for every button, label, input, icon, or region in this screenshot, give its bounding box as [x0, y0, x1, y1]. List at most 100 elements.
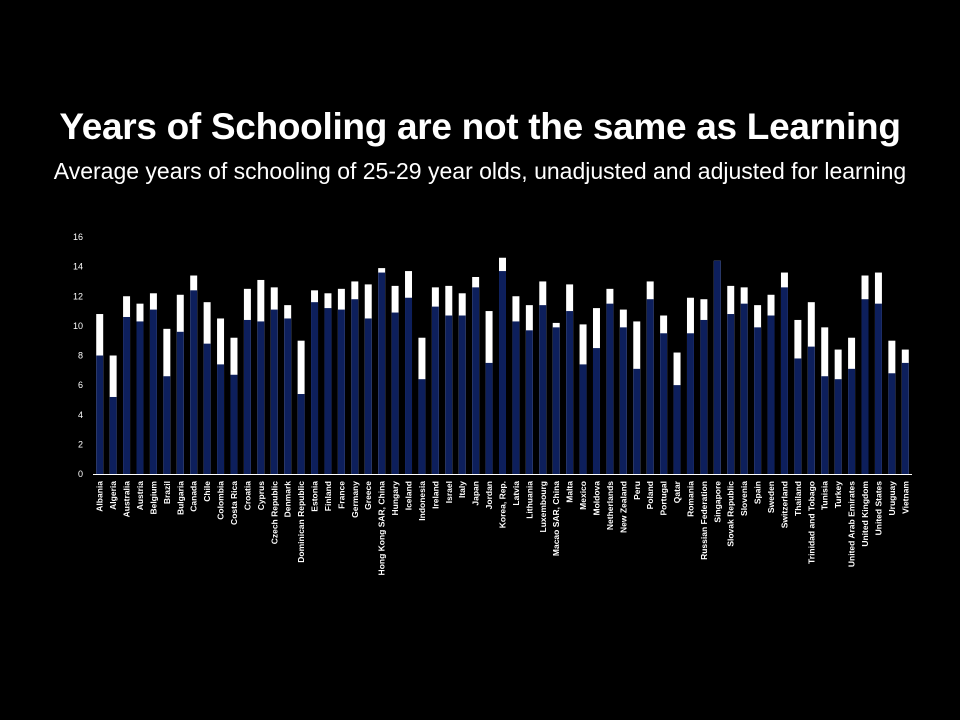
bar-adjusted — [378, 272, 386, 474]
bar-adjusted — [686, 333, 694, 474]
bar-adjusted — [901, 362, 909, 474]
x-tick-label: Poland — [645, 481, 655, 509]
bar-adjusted — [472, 287, 480, 474]
bar-adjusted — [780, 287, 788, 474]
bar-adjusted — [700, 319, 708, 474]
bar-adjusted — [606, 303, 614, 474]
y-tick-label: 10 — [73, 321, 83, 331]
x-tick-label: Vietnam — [900, 481, 910, 514]
x-tick-label: Mexico — [578, 481, 588, 510]
y-tick-label: 14 — [73, 262, 83, 272]
x-tick-label: Indonesia — [417, 481, 427, 521]
bar-adjusted — [364, 318, 372, 474]
x-tick-label: Jordan — [484, 481, 494, 509]
bar-adjusted — [888, 373, 896, 474]
x-tick-label: Thailand — [793, 481, 803, 516]
bar-adjusted — [592, 348, 600, 474]
x-tick-label: Israel — [444, 481, 454, 503]
bar-adjusted — [311, 302, 319, 474]
x-tick-label: United States — [873, 481, 883, 536]
bar-adjusted — [646, 299, 654, 474]
y-tick-label: 16 — [73, 232, 83, 242]
bar-adjusted — [217, 364, 225, 474]
x-tick-label: Denmark — [283, 481, 293, 518]
bar-adjusted — [391, 312, 399, 474]
bar-adjusted — [633, 368, 641, 474]
x-tick-label: Australia — [122, 481, 132, 518]
x-tick-label: Trinidad and Tobago — [806, 481, 816, 564]
bar-adjusted — [190, 290, 198, 474]
bar-adjusted — [861, 299, 869, 474]
bar-adjusted — [284, 318, 292, 474]
bar-adjusted — [512, 321, 520, 474]
bar-adjusted — [821, 376, 829, 474]
bar-adjusted — [713, 260, 721, 474]
x-tick-label: Italy — [457, 481, 467, 498]
y-tick-label: 6 — [78, 380, 83, 390]
bar-adjusted — [566, 311, 574, 474]
x-tick-label: Germany — [350, 481, 360, 518]
bar-adjusted — [794, 358, 802, 474]
x-tick-label: Portugal — [659, 481, 669, 515]
bar-adjusted — [418, 379, 426, 474]
x-tick-label: Dominican Republic — [296, 481, 306, 563]
bar-adjusted — [243, 319, 251, 474]
bar-adjusted — [848, 368, 856, 474]
x-tick-label: Belgium — [148, 481, 158, 515]
bar-adjusted — [270, 309, 278, 474]
y-tick-label: 4 — [78, 410, 83, 420]
x-tick-label: United Kingdom — [860, 481, 870, 547]
x-tick-label: Albania — [95, 481, 105, 512]
x-tick-label: Brazil — [162, 481, 172, 504]
x-tick-label: France — [336, 481, 346, 509]
x-tick-label: Russian Federation — [699, 481, 709, 560]
x-tick-label: Hungary — [390, 481, 400, 516]
x-tick-label: Netherlands — [605, 481, 615, 530]
bar-adjusted — [257, 321, 265, 474]
bar-adjusted — [297, 394, 305, 474]
chart-title: Years of Schooling are not the same as L… — [59, 106, 901, 147]
x-tick-label: Chile — [202, 481, 212, 502]
bar-adjusted — [673, 385, 681, 474]
x-tick-label: Ireland — [430, 481, 440, 509]
bar-adjusted — [458, 315, 466, 474]
x-tick-label: Uruguay — [887, 481, 897, 516]
bar-adjusted — [203, 343, 211, 474]
bar-adjusted — [337, 309, 345, 474]
x-tick-label: Iceland — [404, 481, 414, 510]
bar-adjusted — [807, 346, 815, 474]
bar-adjusted — [660, 333, 668, 474]
bar-adjusted — [539, 305, 547, 474]
x-tick-label: Moldova — [591, 481, 601, 516]
bar-adjusted — [767, 315, 775, 474]
bar-adjusted — [579, 364, 587, 474]
bar-adjusted — [727, 314, 735, 474]
x-tick-label: Croatia — [242, 481, 252, 511]
x-tick-label: Singapore — [712, 481, 722, 523]
bar-adjusted — [149, 309, 157, 474]
x-tick-label: Spain — [753, 481, 763, 504]
x-tick-label: Cyprus — [256, 481, 266, 511]
bar-adjusted — [230, 374, 238, 474]
bar-adjusted — [874, 303, 882, 474]
x-tick-label: Luxembourg — [538, 481, 548, 532]
x-tick-label: Hong Kong SAR, China — [377, 481, 387, 576]
bar-adjusted — [834, 379, 842, 474]
x-tick-label: Sweden — [766, 481, 776, 513]
x-tick-label: Slovak Republic — [726, 481, 736, 547]
bar-adjusted — [485, 362, 493, 474]
bar-adjusted — [445, 315, 453, 474]
bars-group — [96, 257, 909, 474]
bar-adjusted — [136, 321, 144, 474]
x-tick-label: Colombia — [216, 481, 226, 520]
bar-adjusted — [499, 271, 506, 474]
x-tick-label: Qatar — [672, 480, 682, 503]
x-tick-label: Slovenia — [739, 481, 749, 516]
bar-adjusted — [324, 308, 332, 474]
y-tick-label: 0 — [78, 469, 83, 479]
x-tick-label: Switzerland — [779, 481, 789, 528]
x-tick-label: Bulgaria — [175, 481, 185, 515]
x-tick-label: Lithuania — [524, 481, 534, 519]
x-axis-labels: Albania Algeria Australia Austria Belgium Bra… — [95, 480, 911, 575]
